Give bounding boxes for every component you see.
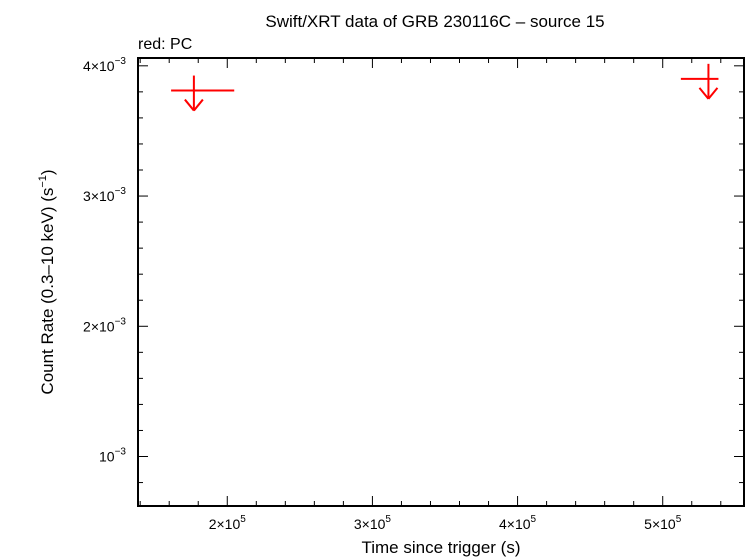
- y-tick-label-mantissa: 4×10: [83, 58, 115, 74]
- x-tick-label: 4×105: [499, 514, 537, 532]
- chart-subtitle: red: PC: [138, 36, 192, 53]
- y-tick-label-exponent: −3: [115, 186, 127, 197]
- x-tick-label-exponent: 5: [676, 514, 682, 525]
- x-tick-label: 2×105: [209, 514, 247, 532]
- x-tick-label-exponent: 5: [531, 514, 537, 525]
- y-axis-label-sup: −1: [37, 175, 49, 188]
- chart-title: Swift/XRT data of GRB 230116C – source 1…: [265, 12, 604, 31]
- y-tick-label-exponent: −3: [115, 56, 127, 67]
- y-axis-label-close: ): [38, 169, 57, 175]
- y-tick-label-exponent: −3: [115, 316, 127, 327]
- y-tick-label-mantissa: 10: [99, 449, 115, 465]
- upper-limit-point: [171, 75, 235, 112]
- data-series: [171, 63, 719, 112]
- y-axis-label: Count Rate (0.3–10 keV) (s−1): [37, 169, 57, 394]
- y-axis-label-main: Count Rate (0.3–10 keV) (s: [38, 188, 57, 395]
- x-tick-label-mantissa: 2×10: [209, 516, 241, 532]
- y-tick-label-mantissa: 3×10: [83, 188, 115, 204]
- x-tick-label-exponent: 5: [385, 514, 391, 525]
- y-axis: 10−32×10−33×10−34×10−3: [83, 56, 744, 484]
- arrow-head-left: [184, 98, 195, 112]
- x-tick-label: 5×105: [644, 514, 682, 532]
- y-tick-label: 2×10−3: [83, 316, 126, 334]
- x-tick-label-mantissa: 5×10: [644, 516, 676, 532]
- y-tick-label-exponent: −3: [115, 447, 127, 458]
- x-tick-label-mantissa: 3×10: [354, 516, 386, 532]
- x-tick-label-mantissa: 4×10: [499, 516, 531, 532]
- x-tick-label: 3×105: [354, 514, 392, 532]
- y-tick-label: 10−3: [99, 447, 126, 465]
- y-tick-label: 4×10−3: [83, 56, 126, 74]
- plot-frame: [137, 57, 745, 507]
- arrow-head-right: [193, 98, 204, 112]
- y-tick-label-mantissa: 2×10: [83, 318, 115, 334]
- x-axis-label: Time since trigger (s): [361, 538, 520, 557]
- arrow-head-left: [698, 87, 710, 100]
- x-tick-label-exponent: 5: [240, 514, 246, 525]
- y-tick-label: 3×10−3: [83, 186, 126, 204]
- upper-limit-point: [680, 63, 719, 100]
- x-axis: 2×105 3×105 4×105 5×105: [139, 58, 722, 532]
- arrow-head-right: [707, 87, 719, 100]
